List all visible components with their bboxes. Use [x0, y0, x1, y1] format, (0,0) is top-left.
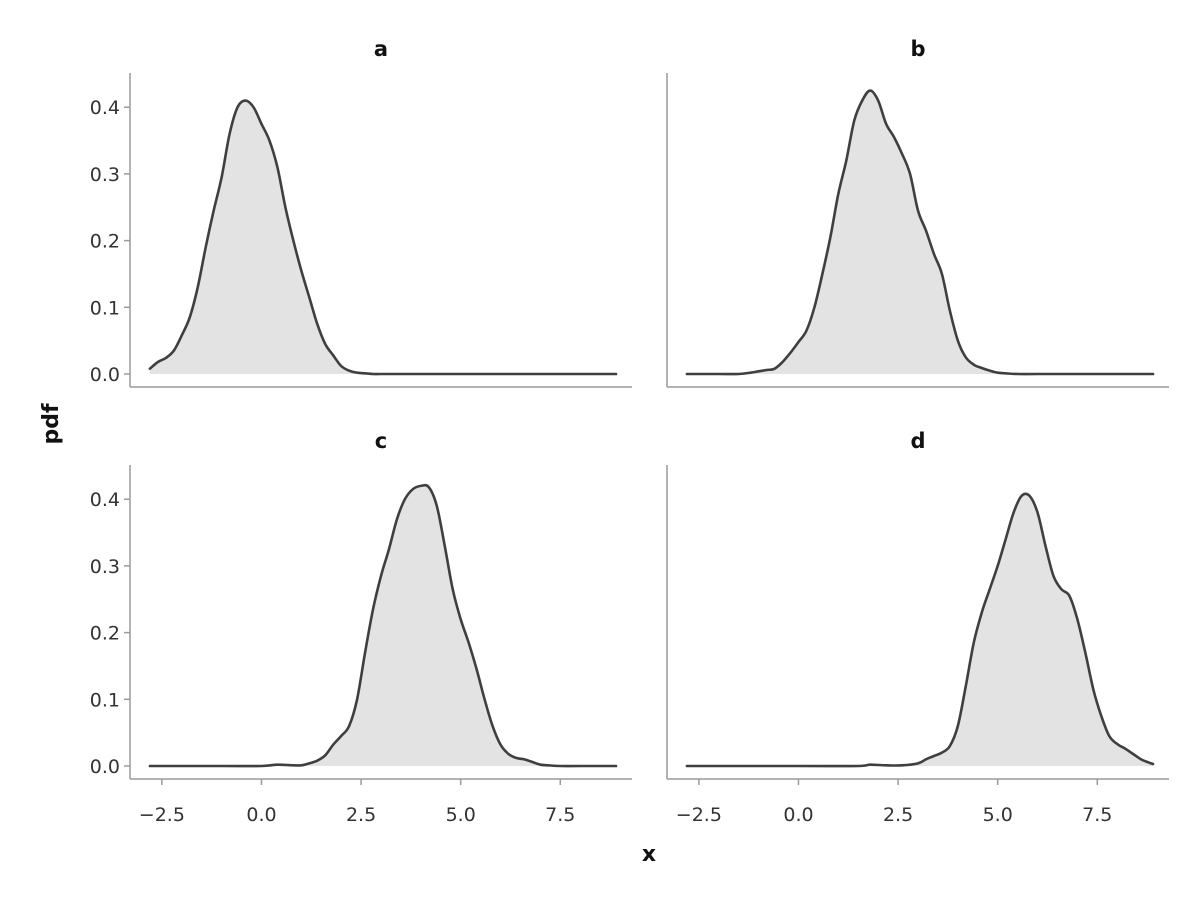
panel-a-y-tick-label: 0.3 — [90, 164, 120, 186]
panel-c-x-tick-label: −2.5 — [139, 804, 185, 826]
panel-d-x-tick-label: 0.0 — [783, 804, 813, 826]
panel-b-density-line — [685, 89, 1155, 376]
panel-a: a 0.0 0.1 0.2 0.3 0.4 — [90, 37, 632, 388]
panel-d-title: d — [910, 429, 925, 453]
panel-c: c 0.0 0.1 0.2 0.3 0.4 −2.5 0.0 2.5 5.0 7.5 — [90, 429, 632, 826]
panel-a-title: a — [374, 37, 388, 61]
panel-c-x-tick-label: 0.0 — [246, 804, 276, 826]
panel-c-x-tick-label: 7.5 — [545, 804, 575, 826]
panel-c-title: c — [375, 429, 387, 453]
panel-a-y-tick-label: 0.2 — [90, 231, 120, 253]
panel-c-density-area — [149, 485, 617, 767]
panel-a-y-tick-label: 0.0 — [90, 364, 120, 386]
panel-a-density-line — [148, 99, 618, 376]
panel-b-density-area — [686, 90, 1154, 375]
panel-c-y-tick-label: 0.0 — [90, 756, 120, 778]
panel-d-x-tick-label: 2.5 — [883, 804, 913, 826]
panel-a-density-area — [149, 100, 617, 375]
panel-c-x-tick-label: 5.0 — [446, 804, 476, 826]
panel-c-y-tick-label: 0.2 — [90, 623, 120, 645]
panel-b-title: b — [910, 37, 925, 61]
panel-b: b — [666, 37, 1169, 388]
panel-d-x-tick-label: −2.5 — [676, 804, 722, 826]
panel-d-x-tick-label: 7.5 — [1082, 804, 1112, 826]
panel-d: d −2.5 0.0 2.5 5.0 7.5 — [666, 429, 1169, 826]
panel-c-y-tick-label: 0.3 — [90, 556, 120, 578]
panel-a-y-tick-label: 0.1 — [90, 297, 120, 319]
panel-c-y-tick-label: 0.4 — [90, 489, 120, 511]
panel-c-density-line — [148, 483, 618, 768]
panel-d-density-line — [685, 492, 1155, 768]
x-axis-label: x — [642, 842, 656, 867]
panel-c-x-tick-label: 2.5 — [346, 804, 376, 826]
y-axis-label: pdf — [39, 403, 64, 444]
panel-d-density-area — [686, 493, 1154, 767]
panel-a-y-tick-label: 0.4 — [90, 97, 120, 119]
panel-d-x-tick-label: 5.0 — [983, 804, 1013, 826]
panel-c-y-tick-label: 0.1 — [90, 689, 120, 711]
